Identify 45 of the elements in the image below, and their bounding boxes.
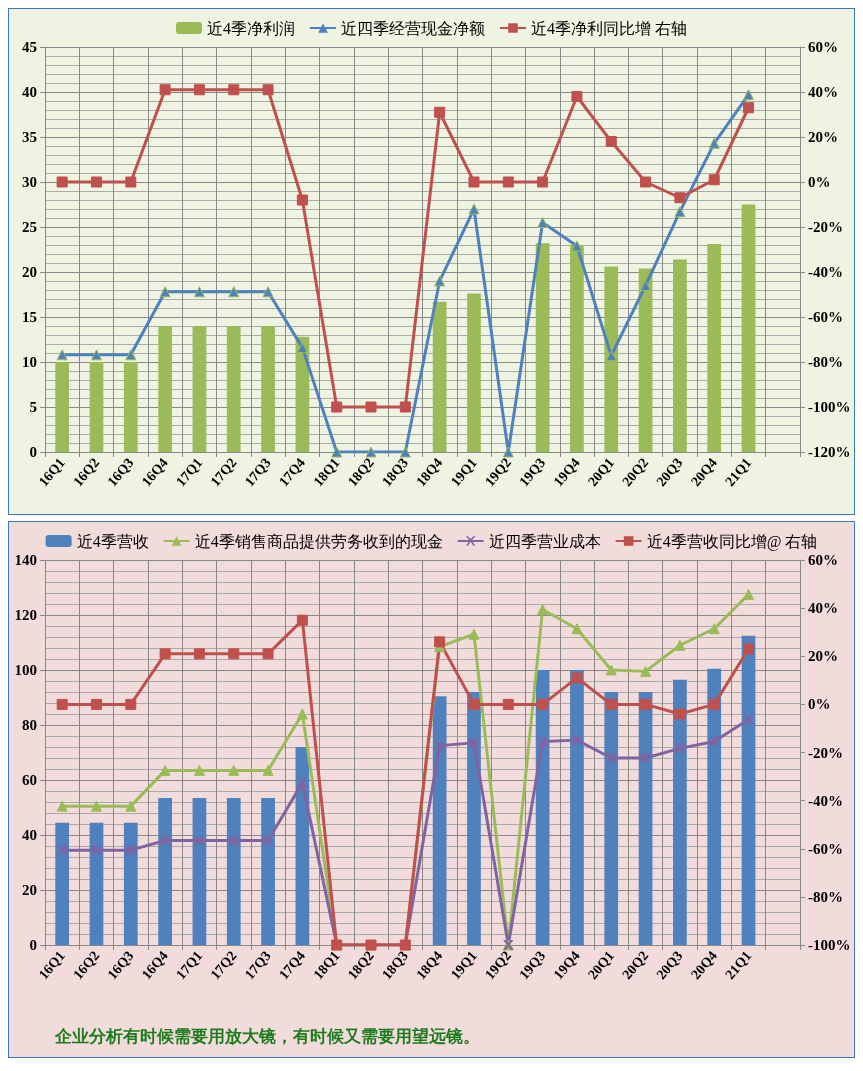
y2-tick-label: 20% <box>808 129 838 145</box>
y2-tick-label: 0% <box>808 174 831 190</box>
legend-label: 近四季经营现金净额 <box>341 19 485 37</box>
y2-tick-label: 20% <box>808 648 838 665</box>
y2-tick-label: -80% <box>808 888 843 905</box>
legend-label: 近4季净利润 <box>207 19 295 37</box>
y-tick-label: 20 <box>22 264 37 280</box>
y2-tick-label: -80% <box>808 354 843 370</box>
y-tick-label: 20 <box>22 882 37 898</box>
legend-label: 近4季营收同比增@ 右轴 <box>646 532 818 551</box>
y2-tick-label: 60% <box>808 39 838 55</box>
legend-label: 近四季营业成本 <box>488 532 601 550</box>
y2-tick-label: 40% <box>808 84 838 100</box>
y-tick-label: 30 <box>22 174 37 190</box>
y2-tick-label: -20% <box>808 219 843 235</box>
y2-tick-label: 40% <box>808 600 838 617</box>
y2-tick-label: -100% <box>808 937 851 953</box>
y-tick-label: 10 <box>22 354 37 370</box>
y-tick-label: 15 <box>22 309 37 325</box>
legend-label: 近4季销售商品提供劳务收到的现金 <box>194 532 443 550</box>
y-tick-label: 60 <box>22 772 37 788</box>
y-tick-label: 120 <box>14 607 37 623</box>
y2-tick-label: -60% <box>808 840 843 857</box>
y-tick-label: 100 <box>14 662 37 678</box>
y-tick-label: 5 <box>29 399 37 415</box>
y-tick-label: 45 <box>22 39 37 55</box>
legend-label: 近4季营收 <box>76 532 149 550</box>
y2-tick-label: -120% <box>808 444 851 460</box>
y2-tick-label: 0% <box>808 696 831 713</box>
y-tick-label: 80 <box>22 717 37 733</box>
y2-tick-label: -100% <box>808 399 851 415</box>
y-tick-label: 25 <box>22 219 37 235</box>
y-tick-label: 35 <box>22 129 37 145</box>
y2-tick-label: -20% <box>808 744 843 761</box>
y2-tick-label: -60% <box>808 309 843 325</box>
y-tick-label: 140 <box>14 552 37 568</box>
y2-tick-label: -40% <box>808 264 843 280</box>
y-tick-label: 40 <box>22 827 37 843</box>
y-tick-label: 0 <box>29 444 37 460</box>
y-tick-label: 40 <box>22 84 37 100</box>
legend-label: 近4季净利同比增 右轴 <box>531 19 687 37</box>
text: 企业分析有时候需要用放大镜，有时候又需要用望远镜。 <box>54 1027 480 1046</box>
y2-tick-label: -40% <box>808 792 843 809</box>
y2-tick-label: 60% <box>808 552 838 568</box>
y-tick-label: 0 <box>29 937 37 953</box>
